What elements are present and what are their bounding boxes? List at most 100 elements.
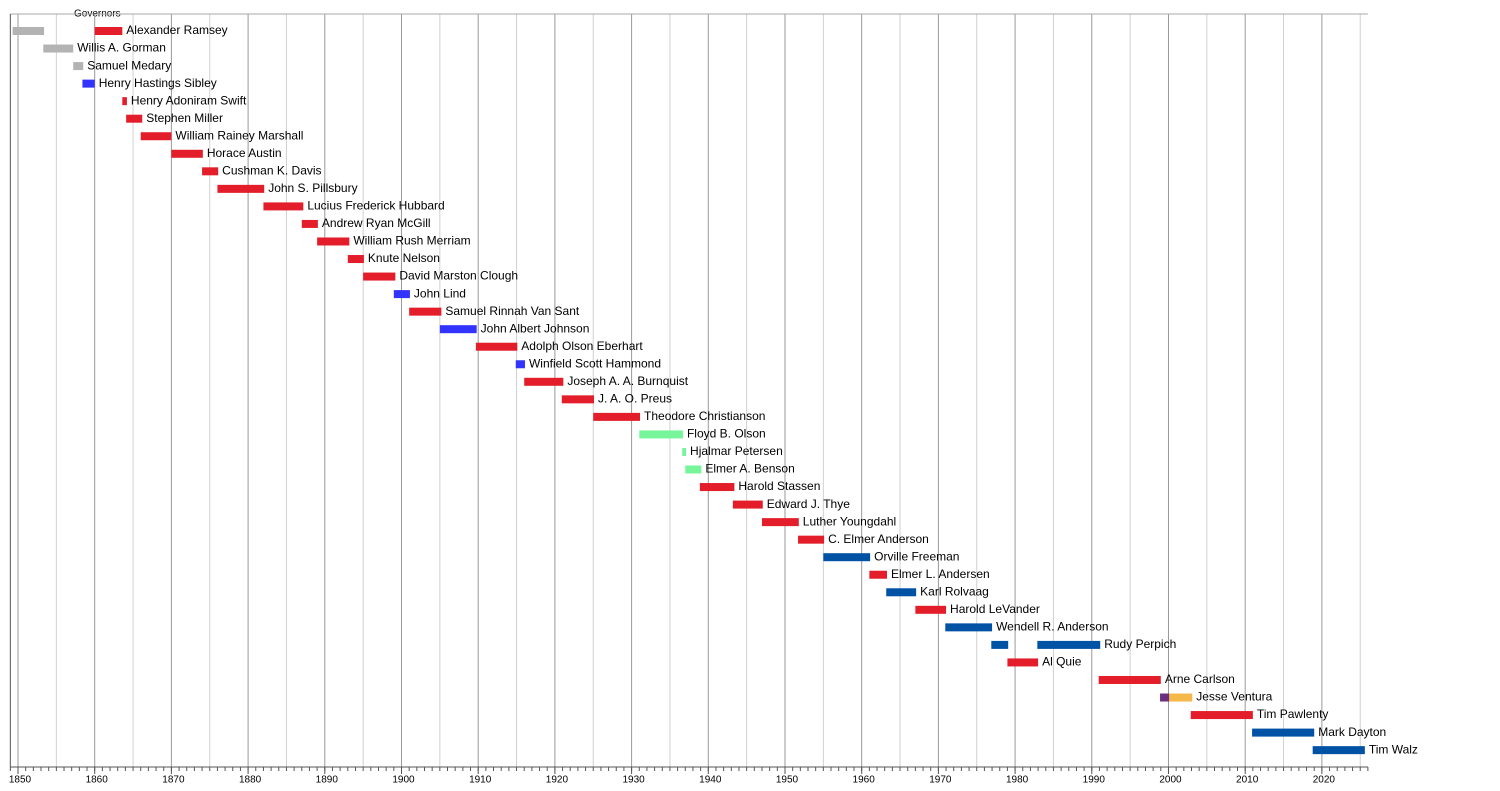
x-tick-label: 1990 <box>1083 775 1106 786</box>
governor-label: Cushman K. Davis <box>222 163 321 177</box>
governor-label: Edward J. Thye <box>767 497 850 511</box>
governor-label: Rudy Perpich <box>1104 637 1176 651</box>
x-tick-label: 1960 <box>853 775 876 786</box>
term-bar <box>43 44 74 53</box>
term-bar <box>639 430 683 439</box>
governor-label: Adolph Olson Eberhart <box>521 339 643 353</box>
governor-label: Tim Pawlenty <box>1257 707 1329 721</box>
governor-label: Floyd B. Olson <box>687 427 766 441</box>
term-bar <box>94 27 123 35</box>
term-bar <box>798 535 825 544</box>
term-bar <box>823 553 871 562</box>
term-bar <box>363 272 396 281</box>
term-bar <box>1007 658 1039 667</box>
x-tick-label: 1940 <box>699 775 722 786</box>
term-bar <box>1252 728 1315 737</box>
governor-label: Harold Stassen <box>738 479 820 493</box>
term-bar <box>1098 675 1161 684</box>
x-tick-label: 2010 <box>1236 775 1259 786</box>
governor-label: Mark Dayton <box>1318 725 1386 739</box>
x-tick-label: 1850 <box>9 775 32 786</box>
governor-label: Luther Youngdahl <box>803 514 896 528</box>
term-bar <box>475 342 518 351</box>
term-bar <box>1160 693 1170 702</box>
x-tick-label: 1930 <box>622 775 645 786</box>
governor-label: Hjalmar Petersen <box>690 444 783 458</box>
x-tick-label: 1900 <box>392 775 415 786</box>
term-bar <box>593 412 641 421</box>
term-bar <box>991 640 1009 649</box>
governor-label: Samuel Medary <box>87 58 171 72</box>
governor-label: Theodore Christianson <box>644 409 765 423</box>
term-bar <box>393 290 410 299</box>
term-bar <box>886 588 917 597</box>
term-bar <box>732 500 763 509</box>
term-bar <box>915 605 947 614</box>
x-tick-label: 1970 <box>929 775 952 786</box>
term-bar <box>561 395 595 404</box>
x-tick-label: 1880 <box>239 775 262 786</box>
governor-label: C. Elmer Anderson <box>828 532 929 546</box>
term-bar <box>301 219 318 228</box>
governor-label: Stephen Miller <box>146 111 223 125</box>
x-tick-label: 1870 <box>162 775 185 786</box>
term-bar <box>761 518 799 527</box>
governor-label: William Rush Merriam <box>353 234 470 248</box>
governor-label: Henry Hastings Sibley <box>99 76 217 90</box>
term-bar <box>317 237 350 246</box>
term-bar <box>126 114 143 123</box>
term-bar <box>682 447 687 456</box>
governor-label: Karl Rolvaag <box>920 584 989 598</box>
term-bar <box>685 465 702 474</box>
term-bar <box>263 202 304 211</box>
term-bar <box>217 184 265 193</box>
governor-label: Horace Austin <box>207 146 282 160</box>
governor-label: John S. Pillsbury <box>268 181 357 195</box>
governor-label: Jesse Ventura <box>1196 690 1272 704</box>
governor-label: Andrew Ryan McGill <box>322 216 431 230</box>
governor-label: Tim Walz <box>1369 742 1418 756</box>
term-bar <box>122 97 127 106</box>
governor-label: William Rainey Marshall <box>175 128 303 142</box>
term-bar <box>524 377 564 386</box>
governor-label: Alexander Ramsey <box>126 23 227 37</box>
term-bar <box>869 570 887 579</box>
term-bar <box>1169 693 1193 702</box>
governor-label: Elmer A. Benson <box>705 462 794 476</box>
term-bar <box>515 360 525 369</box>
term-bar <box>171 149 203 158</box>
governor-label: Orville Freeman <box>874 549 959 563</box>
x-tick-label: 1890 <box>316 775 339 786</box>
x-tick-label: 2000 <box>1159 775 1182 786</box>
governor-label: Joseph A. A. Burnquist <box>567 374 688 388</box>
x-tick-label: 1920 <box>546 775 569 786</box>
governor-label: Samuel Rinnah Van Sant <box>445 304 580 318</box>
governor-label: John Albert Johnson <box>481 321 590 335</box>
governor-label: Knute Nelson <box>368 251 440 265</box>
term-bar <box>1190 711 1253 720</box>
governor-label: Wendell R. Anderson <box>996 620 1109 634</box>
governor-label: Willis A. Gorman <box>77 41 166 55</box>
term-bar <box>1037 640 1101 649</box>
term-bar <box>12 27 45 35</box>
term-bar <box>140 132 172 141</box>
governor-label: Elmer L. Andersen <box>891 567 990 581</box>
governor-label: Winfield Scott Hammond <box>529 356 661 370</box>
term-bar <box>202 167 219 176</box>
term-bar <box>699 483 735 492</box>
term-bar <box>73 62 84 71</box>
governor-label: Harold LeVander <box>950 602 1040 616</box>
governor-label: David Marston Clough <box>399 269 518 283</box>
x-tick-label: 1950 <box>776 775 799 786</box>
governor-label: J. A. O. Preus <box>598 392 672 406</box>
x-tick-label: 1910 <box>469 775 492 786</box>
x-tick-label: 1860 <box>86 775 109 786</box>
term-bar <box>945 623 993 632</box>
governor-label: Arne Carlson <box>1165 672 1235 686</box>
governor-label: John Lind <box>414 286 466 300</box>
governor-label: Lucius Frederick Hubbard <box>307 199 444 213</box>
governor-label: Al Quie <box>1042 655 1082 669</box>
x-tick-label: 1980 <box>1006 775 1029 786</box>
term-bar <box>1312 746 1365 755</box>
